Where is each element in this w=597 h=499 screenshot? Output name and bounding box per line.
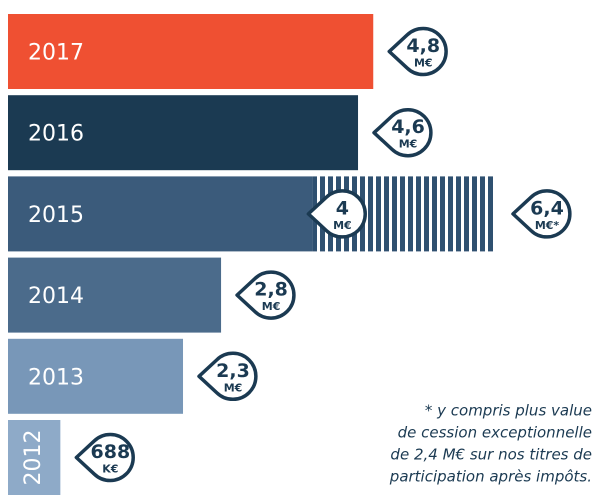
unit-label: K€ — [102, 463, 118, 476]
bar — [8, 420, 61, 495]
value-label: 2,8 — [254, 279, 288, 301]
category-label: 2014 — [28, 284, 84, 309]
value-label: 6,4 — [530, 197, 564, 219]
value-badge: 4,6M€ — [372, 108, 433, 158]
value-label: 2,3 — [216, 360, 250, 382]
footnote: participation après impôts. — [389, 468, 592, 486]
unit-label: M€ — [333, 219, 352, 232]
badge-shape — [511, 189, 572, 239]
badge-shape — [306, 189, 367, 239]
category-label: 2012 — [21, 430, 46, 486]
value-badge: 4M€ — [306, 189, 367, 239]
badge-shape — [197, 351, 258, 401]
unit-label: M€ — [224, 381, 243, 394]
badge-shape — [235, 270, 296, 320]
value-badge: 4,8M€ — [387, 26, 448, 77]
value-badge: 2,3M€ — [197, 351, 258, 401]
unit-label: M€ — [414, 57, 433, 70]
bar — [8, 338, 184, 414]
badge-shape — [387, 26, 448, 77]
unit-label: M€* — [535, 219, 560, 232]
footnote: de cession exceptionnelle — [398, 424, 592, 442]
footnote: * y compris plus value — [425, 402, 592, 420]
bar — [8, 176, 313, 252]
value-badge: 2,8M€ — [235, 270, 296, 320]
category-label: 2016 — [28, 122, 84, 147]
unit-label: M€ — [399, 138, 418, 151]
value-label: 688 — [91, 441, 131, 463]
bar — [8, 14, 374, 89]
category-label: 2017 — [28, 41, 84, 66]
value-badge: 6,4M€* — [511, 189, 572, 239]
badge-shape — [372, 108, 433, 158]
category-label: 2013 — [28, 365, 84, 390]
value-label: 4,6 — [391, 116, 425, 138]
value-label: 4 — [336, 197, 349, 219]
footnote: de 2,4 M€ sur nos titres de — [390, 446, 592, 464]
bar — [8, 257, 222, 333]
badge-shape — [74, 432, 135, 483]
value-label: 4,8 — [406, 35, 440, 57]
unit-label: M€ — [262, 300, 281, 313]
bar — [8, 95, 359, 171]
category-label: 2015 — [28, 203, 84, 228]
